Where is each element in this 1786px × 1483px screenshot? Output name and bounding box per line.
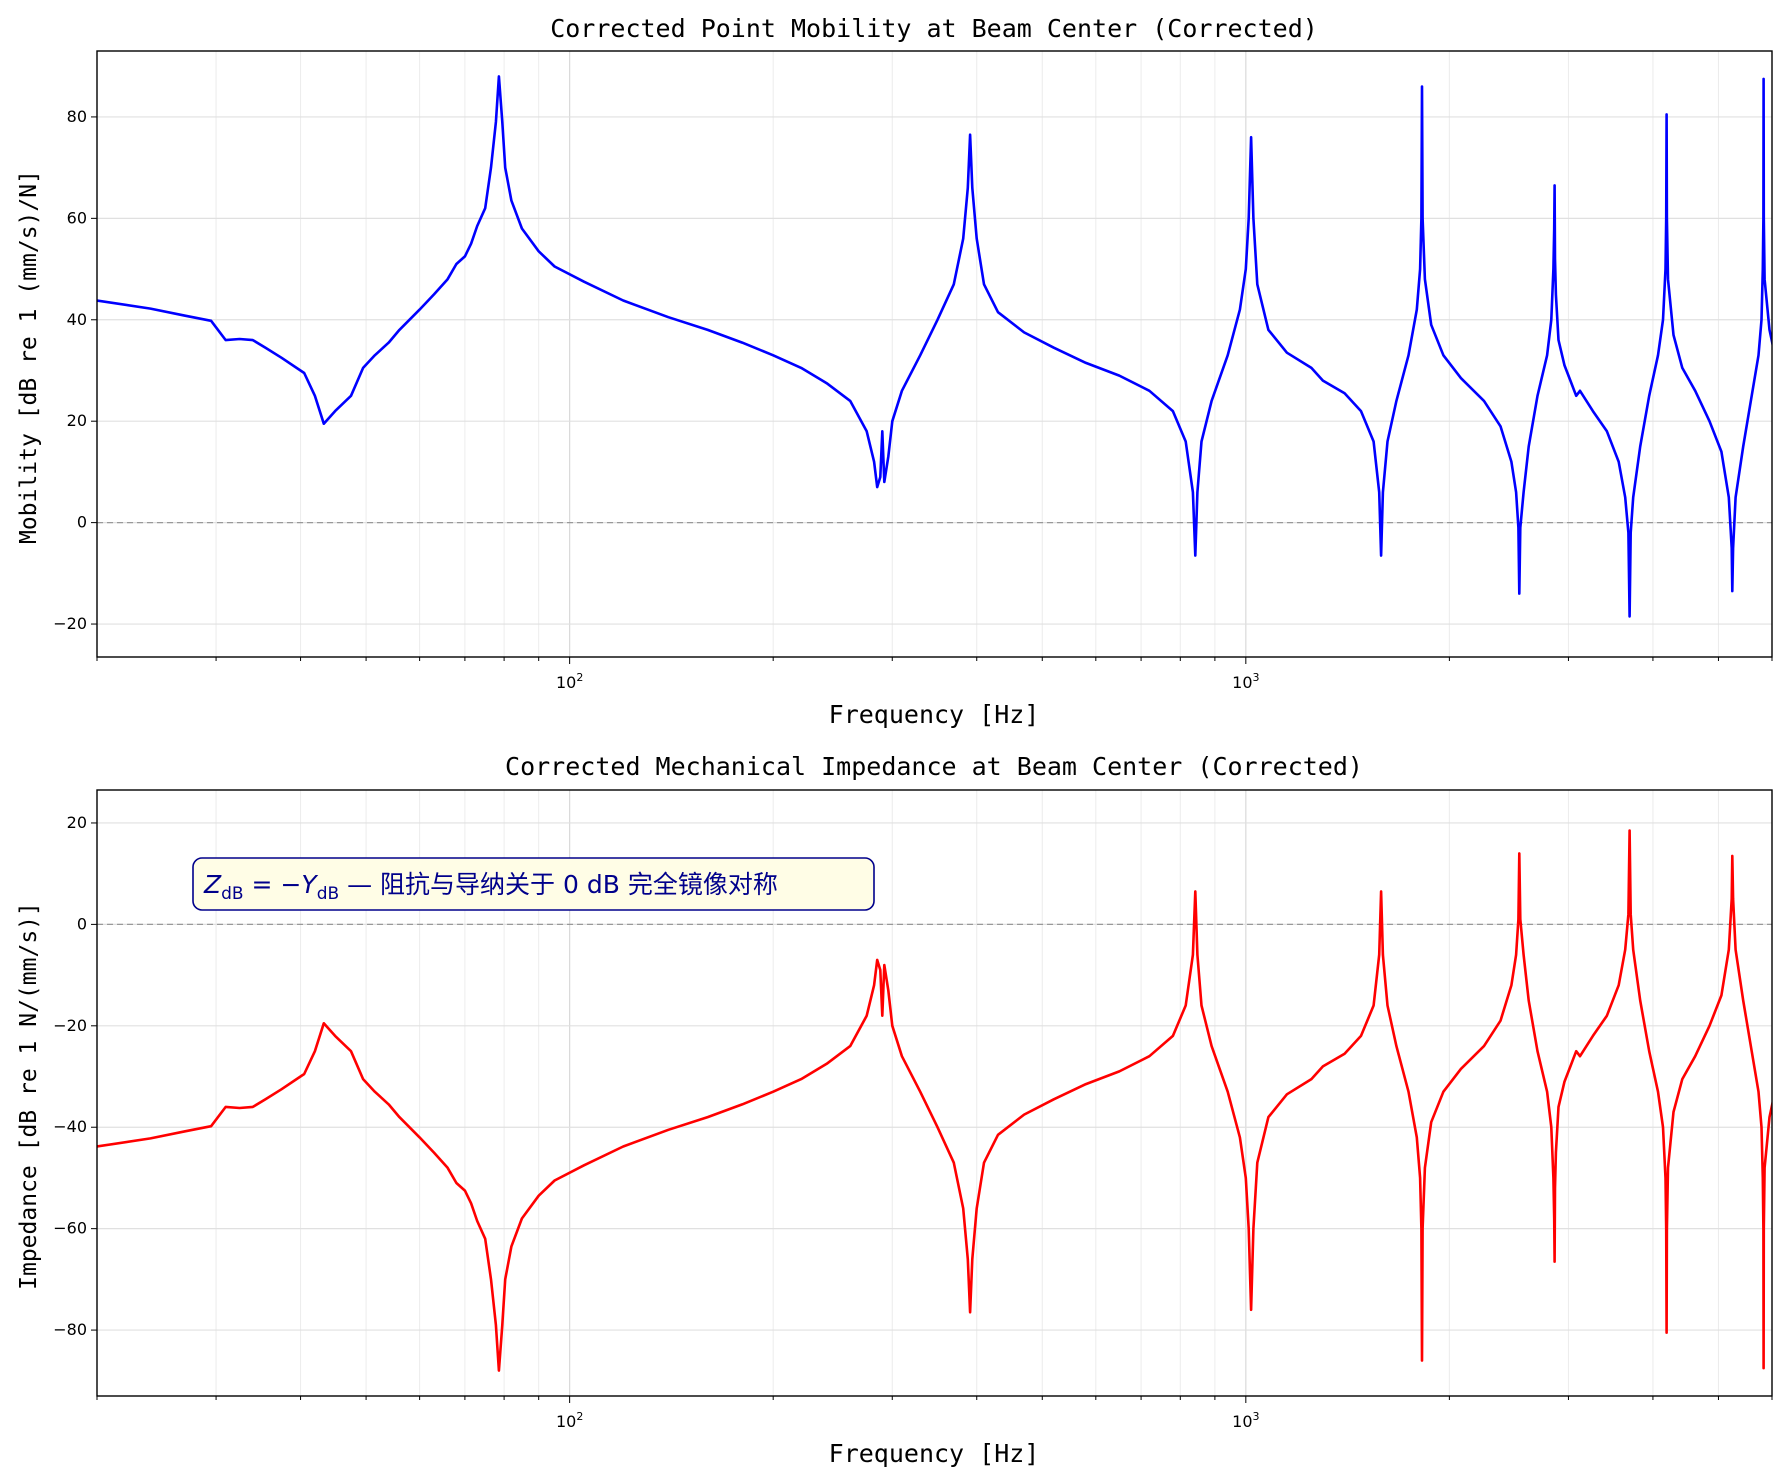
symmetry-annotation: ZdB = −YdB — 阻抗与导纳关于 0 dB 完全镜像对称 [192,857,875,911]
annotation-text: ZdB = −YdB — 阻抗与导纳关于 0 dB 完全镜像对称 [203,870,778,904]
impedance-x-tick-label: 103 [1232,1410,1259,1431]
impedance-y-tick-label: −20 [53,1016,87,1035]
mobility-chart-title: Corrected Point Mobility at Beam Center … [550,14,1318,43]
impedance-y-tick-label: −40 [53,1117,87,1136]
mobility-y-tick-label: 60 [67,208,87,227]
annotation-y-subscript: dB [317,884,339,904]
impedance-x-tick-label: 102 [556,1410,583,1431]
annotation-z-symbol: Z [203,870,222,899]
impedance-chart-panel: Corrected Mechanical Impedance at Beam C… [16,752,1773,1468]
mobility-x-axis-label: Frequency [Hz] [829,700,1040,729]
impedance-chart-title: Corrected Mechanical Impedance at Beam C… [505,752,1363,781]
mobility-y-axis-label: Mobility [dB re 1 (mm/s)/N] [16,170,42,544]
mobility-y-tick-label: 0 [77,513,87,532]
impedance-y-tick-label: −80 [53,1320,87,1339]
annotation-equals-minus: = − [244,870,302,899]
mobility-x-tick-label: 102 [556,671,583,692]
annotation-box [192,857,875,911]
impedance-y-tick-label: −60 [53,1219,87,1238]
mobility-y-tick-label: −20 [53,614,87,633]
impedance-y-axis-label: Impedance [dB re 1 N/(mm/s)] [16,902,42,1290]
mobility-series-line [97,75,1772,618]
mobility-y-tick-label: 20 [67,411,87,430]
impedance-y-tick-label: 0 [77,914,87,933]
impedance-plot-frame [96,789,1773,1397]
impedance-series-line [97,829,1772,1372]
mobility-plot-frame [96,50,1773,658]
annotation-y-symbol: Y [301,870,318,899]
mobility-y-tick-label: 80 [67,107,87,126]
mobility-y-tick-label: 40 [67,310,87,329]
impedance-y-tick-label: 20 [67,813,87,832]
annotation-description: — 阻抗与导纳关于 0 dB 完全镜像对称 [339,870,778,899]
mobility-x-tick-label: 103 [1232,671,1259,692]
annotation-z-subscript: dB [221,884,243,904]
mobility-chart-panel: Corrected Point Mobility at Beam Center … [16,14,1773,729]
impedance-x-axis-label: Frequency [Hz] [829,1439,1040,1468]
